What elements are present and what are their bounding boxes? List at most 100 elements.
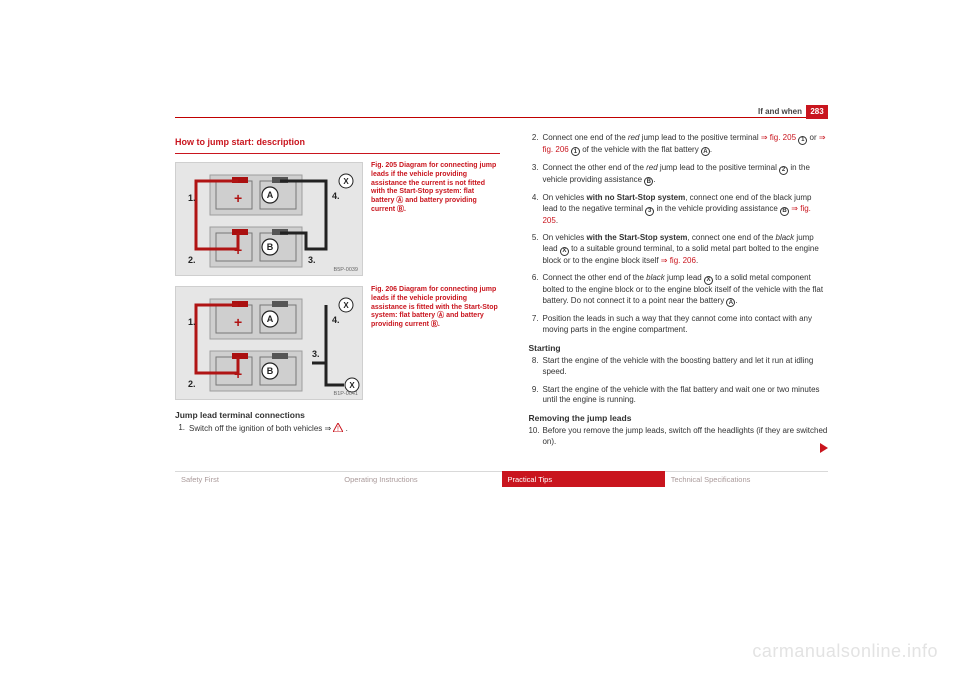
t: with the Start-Stop system (587, 233, 688, 242)
step-3: 3. Connect the other end of the red jump… (528, 163, 828, 186)
step-num: 6. (528, 273, 542, 307)
t: of the vehicle with the flat battery (580, 145, 701, 154)
step-text: Start the engine of the vehicle with the… (542, 356, 828, 378)
step-text: Connect one end of the red jump lead to … (542, 133, 828, 156)
svg-text:X: X (343, 177, 349, 186)
figure-205: X A B + + 1. 2. 3. 4. (175, 162, 500, 276)
t: red (628, 133, 640, 142)
page-header: If and when 283 (175, 105, 828, 123)
svg-text:4.: 4. (332, 191, 340, 201)
t: jump lead to the positive terminal (658, 163, 779, 172)
svg-text:+: + (234, 366, 242, 382)
t: jump lead to the positive terminal (639, 133, 760, 142)
step-num: 3. (528, 163, 542, 186)
step-text: On vehicles with the Start-Stop system, … (542, 233, 828, 266)
svg-text:3.: 3. (308, 255, 316, 265)
fig-ref: ⇒ fig. 205 (761, 133, 796, 142)
subhead-removing: Removing the jump leads (528, 413, 828, 423)
warning-triangle-icon: ! (333, 423, 343, 432)
t: Connect the other end of the (542, 163, 646, 172)
fig205-code: B5P-0039 (334, 267, 358, 273)
t: , connect one end of the (687, 233, 775, 242)
svg-text:A: A (267, 314, 274, 324)
step-text: On vehicles with no Start-Stop system, c… (542, 193, 828, 226)
step-num: 8. (528, 356, 542, 378)
t: black (646, 273, 665, 282)
t: . (653, 175, 655, 184)
section-title: How to jump start: description (175, 137, 500, 147)
continued-arrow-icon (820, 443, 828, 455)
svg-text:2.: 2. (188, 379, 196, 389)
tab-practical[interactable]: Practical Tips (502, 471, 665, 487)
tab-technical[interactable]: Technical Specifications (665, 471, 828, 487)
t: Connect one end of the (542, 133, 627, 142)
t: in the vehicle providing assistance (654, 204, 780, 213)
svg-text:B: B (267, 366, 274, 376)
step-9: 9. Start the engine of the vehicle with … (528, 385, 828, 407)
svg-text:2.: 2. (188, 255, 196, 265)
step-5: 5. On vehicles with the Start-Stop syste… (528, 233, 828, 266)
t: with no Start-Stop system (587, 193, 686, 202)
svg-text:1.: 1. (188, 193, 196, 203)
step-num: 2. (528, 133, 542, 156)
tab-operating[interactable]: Operating Instructions (338, 471, 501, 487)
t: On vehicles (542, 233, 586, 242)
fig206-code: B1P-0041 (334, 391, 358, 397)
step-num: 5. (528, 233, 542, 266)
svg-text:X: X (343, 301, 349, 310)
header-rule (175, 117, 828, 118)
step-text: Connect the other end of the red jump le… (542, 163, 828, 186)
t: or (807, 133, 819, 142)
step-text: Before you remove the jump leads, switch… (542, 426, 828, 448)
circle-a-icon: A (701, 147, 710, 156)
page-content: If and when 283 How to jump start: descr… (175, 105, 828, 455)
figure-205-image: X A B + + 1. 2. 3. 4. (175, 162, 363, 276)
step-8: 8. Start the engine of the vehicle with … (528, 356, 828, 378)
fig206-caption: Fig. 206 Diagram for connecting jump lea… (371, 286, 499, 330)
step-10: 10. Before you remove the jump leads, sw… (528, 426, 828, 448)
step-1: 1. Switch off the ignition of both vehic… (175, 423, 500, 435)
t: . (735, 296, 737, 305)
t: black (776, 233, 795, 242)
svg-text:+: + (234, 190, 242, 206)
t: On vehicles (542, 193, 586, 202)
page-number: 283 (806, 105, 828, 119)
svg-text:!: ! (337, 426, 339, 432)
title-rule (175, 153, 500, 154)
step-text: Position the leads in such a way that th… (542, 314, 828, 336)
right-column: 2. Connect one end of the red jump lead … (528, 133, 828, 455)
t: . (556, 216, 558, 225)
left-column: How to jump start: description (175, 133, 500, 455)
figure-206: X X A B + + 1. 2. 3. 4. B1P-0041 (175, 286, 500, 400)
circle-2-icon: 2 (779, 166, 788, 175)
t: Connect the other end of the (542, 273, 646, 282)
circle-1-icon: 1 (571, 147, 580, 156)
step-text: Start the engine of the vehicle with the… (542, 385, 828, 407)
step-text: Connect the other end of the black jump … (542, 273, 828, 307)
fig-ref: ⇒ fig. 206 (661, 256, 696, 265)
svg-text:B: B (267, 242, 274, 252)
svg-text:+: + (234, 242, 242, 258)
svg-text:X: X (349, 381, 355, 390)
watermark: carmanualsonline.info (752, 641, 938, 662)
step-2: 2. Connect one end of the red jump lead … (528, 133, 828, 156)
step-text: Switch off the ignition of both vehicles… (189, 423, 500, 435)
circle-b-icon: B (780, 207, 789, 216)
fig205-caption: Fig. 205 Diagram for connecting jump lea… (371, 162, 499, 215)
footer-tabs: Safety First Operating Instructions Prac… (175, 471, 828, 487)
svg-text:+: + (234, 314, 242, 330)
section-name: If and when (758, 107, 802, 116)
svg-text:A: A (267, 190, 274, 200)
figure-206-image: X X A B + + 1. 2. 3. 4. B1P-0041 (175, 286, 363, 400)
step-num: 7. (528, 314, 542, 336)
step-num: 4. (528, 193, 542, 226)
step-num: 10. (528, 426, 542, 448)
step-num: 1. (175, 423, 189, 435)
step-7: 7. Position the leads in such a way that… (528, 314, 828, 336)
step-num: 9. (528, 385, 542, 407)
circle-b-icon: B (644, 177, 653, 186)
tab-safety[interactable]: Safety First (175, 471, 338, 487)
svg-text:1.: 1. (188, 317, 196, 327)
t: red (646, 163, 658, 172)
body-columns: How to jump start: description (175, 133, 828, 455)
